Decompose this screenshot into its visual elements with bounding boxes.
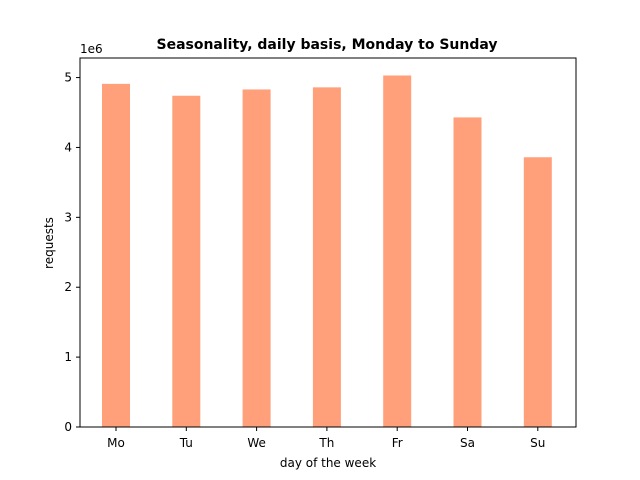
bar-we (242, 89, 271, 428)
x-tick-label: Fr (392, 436, 403, 450)
x-tick-label: Mo (107, 436, 125, 450)
y-tick-label: 4 (64, 140, 72, 154)
plot-frame (79, 57, 577, 428)
x-tick-label: Th (318, 436, 334, 450)
y-tick-label: 5 (64, 71, 72, 85)
x-axis-label: day of the week (280, 456, 376, 470)
x-axis-ticks: Mo Tu We Th Fr Sa Su (107, 427, 545, 450)
bar-sa (453, 117, 482, 427)
bar-mo (102, 83, 130, 427)
bar-tu (172, 95, 201, 427)
y-offset-label: 1e6 (80, 42, 103, 56)
y-tick-label: 0 (64, 420, 72, 434)
y-axis-label: requests (42, 217, 56, 269)
x-tick-label: Su (530, 436, 545, 450)
x-tick-label: Tu (179, 436, 193, 450)
bars-group (102, 75, 552, 428)
y-tick-label: 1 (64, 350, 72, 364)
y-tick-label: 2 (64, 280, 72, 294)
y-tick-label: 3 (64, 210, 72, 224)
bar-th (312, 87, 341, 428)
x-tick-label: We (247, 436, 266, 450)
bar-fr (383, 75, 412, 427)
bar-su (523, 157, 552, 427)
x-tick-label: Sa (460, 436, 475, 450)
chart-title: Seasonality, daily basis, Monday to Sund… (156, 37, 497, 53)
y-axis-ticks: 0 1 2 3 4 5 (64, 71, 80, 434)
